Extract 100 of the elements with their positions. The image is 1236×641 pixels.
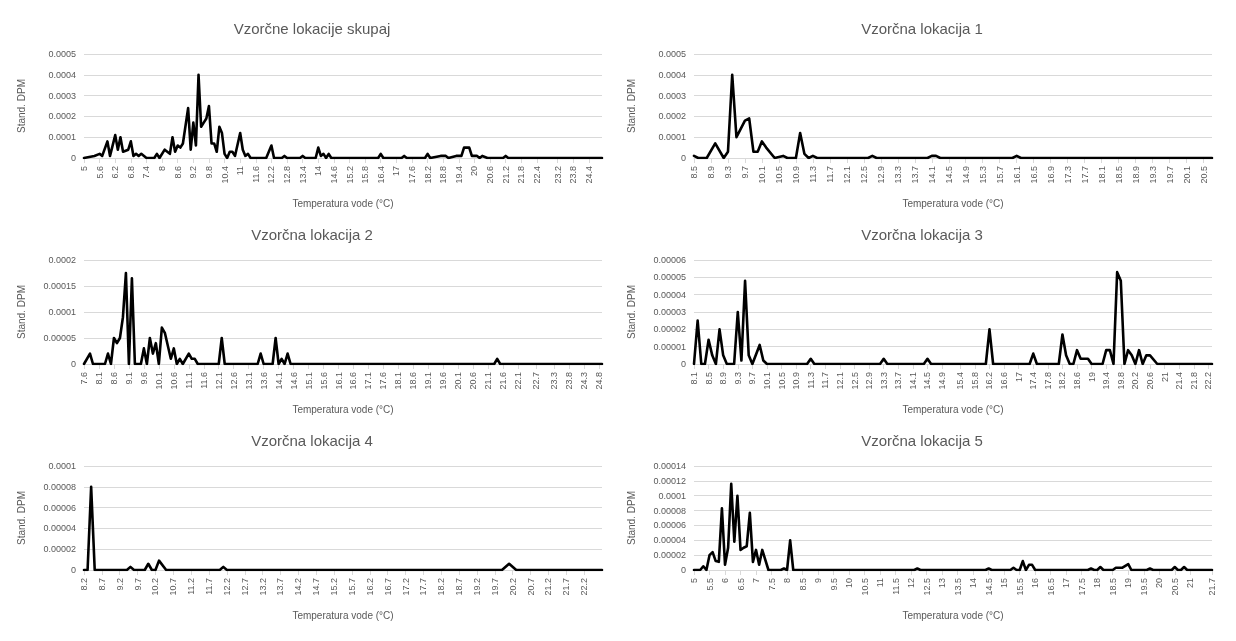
y-tick-label: 0.0005 — [658, 49, 686, 59]
x-tick-label: 10.7 — [168, 578, 179, 596]
x-tick-label: 10.4 — [219, 166, 230, 184]
x-tick-label: 17.7 — [418, 578, 429, 596]
x-tick-label: 10.5 — [776, 372, 787, 390]
x-tick-label: 7.6 — [79, 372, 89, 385]
y-tick-label: 0.0001 — [658, 490, 686, 501]
x-tick-label: 13.3 — [878, 372, 889, 390]
x-tick-label: 12.9 — [864, 372, 875, 390]
x-tick-label: 8.9 — [718, 372, 729, 385]
x-tick-label: 17.6 — [406, 166, 417, 184]
x-tick-label: 15 — [999, 578, 1010, 589]
x-tick-label: 17.4 — [1028, 372, 1039, 390]
y-tick-label: 0.00008 — [43, 481, 76, 492]
x-tick-label: 12.1 — [841, 166, 852, 184]
line-series — [692, 270, 1214, 366]
x-tick-label: 19 — [1086, 372, 1097, 383]
x-tick-label: 9.5 — [828, 578, 839, 591]
x-tick-label: 16.1 — [333, 372, 344, 390]
x-tick-label: 10.6 — [168, 372, 179, 390]
x-tick-label: 21.2 — [500, 166, 511, 184]
x-tick-label: 12 — [906, 578, 917, 589]
line-series — [82, 271, 604, 366]
x-axis-title: Temperatura vode (°C) — [292, 197, 394, 209]
x-tick-label: 17.6 — [378, 372, 389, 390]
x-tick-label: 9.1 — [123, 372, 134, 385]
x-tick-label: 20.6 — [485, 166, 496, 184]
x-tick-label: 12.8 — [282, 166, 293, 184]
y-tick-label: 0.00001 — [653, 341, 686, 352]
y-tick-label: 0.00003 — [653, 307, 686, 317]
chart-title: Vzorčna lokacija 5 — [861, 432, 983, 449]
y-tick-label: 0 — [680, 565, 686, 575]
x-tick-label: 10.5 — [859, 578, 870, 596]
x-tick-label: 17.3 — [1062, 166, 1073, 184]
x-tick-label: 22.2 — [1203, 372, 1214, 390]
x-axis-title: Temperatura vode (°C) — [902, 403, 1004, 415]
y-tick-label: 0.00006 — [43, 502, 76, 513]
x-tick-label: 23.8 — [564, 372, 575, 390]
x-tick-label: 22.7 — [531, 372, 542, 390]
x-tick-label: 15.4 — [955, 372, 966, 390]
x-tick-label: 15.7 — [346, 578, 357, 596]
y-axis-title: Stand. DPM — [15, 79, 27, 133]
x-tick-label: 18.5 — [1107, 578, 1118, 596]
line-series — [692, 482, 1214, 572]
x-tick-label: 11.1 — [183, 372, 194, 389]
x-tick-label: 15.5 — [1014, 578, 1025, 596]
x-tick-label: 14.5 — [943, 166, 954, 184]
x-tick-label: 10.5 — [773, 166, 784, 184]
x-tick-label: 23.2 — [552, 166, 563, 184]
x-tick-label: 14.6 — [328, 166, 339, 184]
x-tick-label: 14.1 — [273, 372, 284, 390]
x-tick-label: 17 — [1013, 372, 1024, 383]
x-tick-label: 8.1 — [93, 372, 104, 385]
x-tick-label: 9.8 — [203, 166, 214, 179]
x-tick-label: 17.1 — [363, 372, 374, 390]
x-tick-label: 9.2 — [114, 578, 125, 591]
x-tick-label: 6.2 — [110, 166, 121, 179]
x-tick-label: 13.3 — [892, 166, 903, 184]
x-tick-label: 11.2 — [186, 578, 197, 595]
x-tick-label: 8.1 — [689, 372, 699, 385]
x-tick-label: 24.3 — [579, 372, 590, 390]
x-tick-label: 18.9 — [1130, 166, 1141, 184]
x-tick-label: 16.9 — [1045, 166, 1056, 184]
x-tick-label: 8 — [157, 166, 168, 172]
y-tick-label: 0.00005 — [653, 272, 686, 283]
y-tick-label: 0 — [680, 153, 686, 163]
x-tick-label: 10.1 — [153, 372, 164, 390]
y-axis-title: Stand. DPM — [15, 285, 27, 339]
x-tick-label: 13 — [937, 578, 948, 589]
x-tick-label: 22.1 — [513, 372, 524, 390]
x-tick-label: 21.4 — [1174, 372, 1185, 390]
x-tick-label: 12.5 — [921, 578, 932, 596]
x-tick-label: 9.2 — [188, 166, 199, 179]
x-tick-label: 13.5 — [952, 578, 963, 596]
y-tick-label: 0.0003 — [48, 90, 76, 101]
x-tick-label: 8.2 — [79, 578, 89, 591]
x-tick-label: 20.6 — [1144, 372, 1155, 390]
x-tick-label: 14.5 — [983, 578, 994, 596]
x-tick-label: 19.5 — [1138, 578, 1149, 596]
x-tick-label: 23.3 — [549, 372, 560, 390]
x-tick-label: 16.6 — [999, 372, 1010, 390]
y-tick-label: 0.00014 — [653, 461, 686, 471]
y-tick-label: 0.0002 — [48, 111, 76, 122]
x-tick-label: 13.4 — [297, 166, 308, 184]
x-tick-label: 21 — [1159, 372, 1170, 383]
x-tick-label: 14.9 — [937, 372, 948, 390]
x-tick-label: 17.7 — [1079, 166, 1090, 184]
x-tick-label: 16.2 — [984, 372, 995, 390]
x-tick-label: 5 — [689, 578, 699, 584]
x-tick-label: 18.8 — [438, 166, 449, 184]
x-axis-title: Temperatura vode (°C) — [902, 197, 1004, 209]
line-series — [82, 485, 604, 572]
x-tick-label: 16.4 — [375, 166, 386, 184]
x-tick-label: 21.8 — [516, 166, 527, 184]
y-tick-label: 0.0004 — [658, 69, 686, 80]
x-tick-label: 21.1 — [483, 372, 494, 390]
x-tick-label: 20.6 — [468, 372, 479, 390]
x-tick-label: 21.2 — [543, 578, 554, 596]
x-tick-label: 19.7 — [489, 578, 500, 596]
x-tick-label: 22.2 — [579, 578, 590, 596]
